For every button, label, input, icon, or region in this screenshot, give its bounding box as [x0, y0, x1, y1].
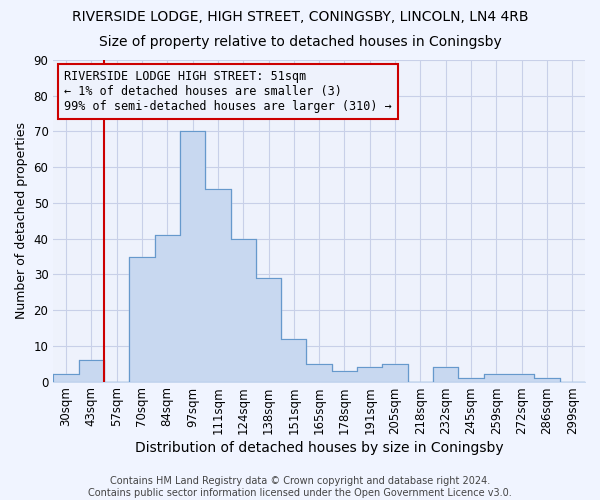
Y-axis label: Number of detached properties: Number of detached properties: [15, 122, 28, 320]
Text: Contains HM Land Registry data © Crown copyright and database right 2024.
Contai: Contains HM Land Registry data © Crown c…: [88, 476, 512, 498]
Text: RIVERSIDE LODGE, HIGH STREET, CONINGSBY, LINCOLN, LN4 4RB: RIVERSIDE LODGE, HIGH STREET, CONINGSBY,…: [72, 10, 528, 24]
Text: Size of property relative to detached houses in Coningsby: Size of property relative to detached ho…: [98, 35, 502, 49]
Text: RIVERSIDE LODGE HIGH STREET: 51sqm
← 1% of detached houses are smaller (3)
99% o: RIVERSIDE LODGE HIGH STREET: 51sqm ← 1% …: [64, 70, 392, 112]
X-axis label: Distribution of detached houses by size in Coningsby: Distribution of detached houses by size …: [135, 441, 503, 455]
